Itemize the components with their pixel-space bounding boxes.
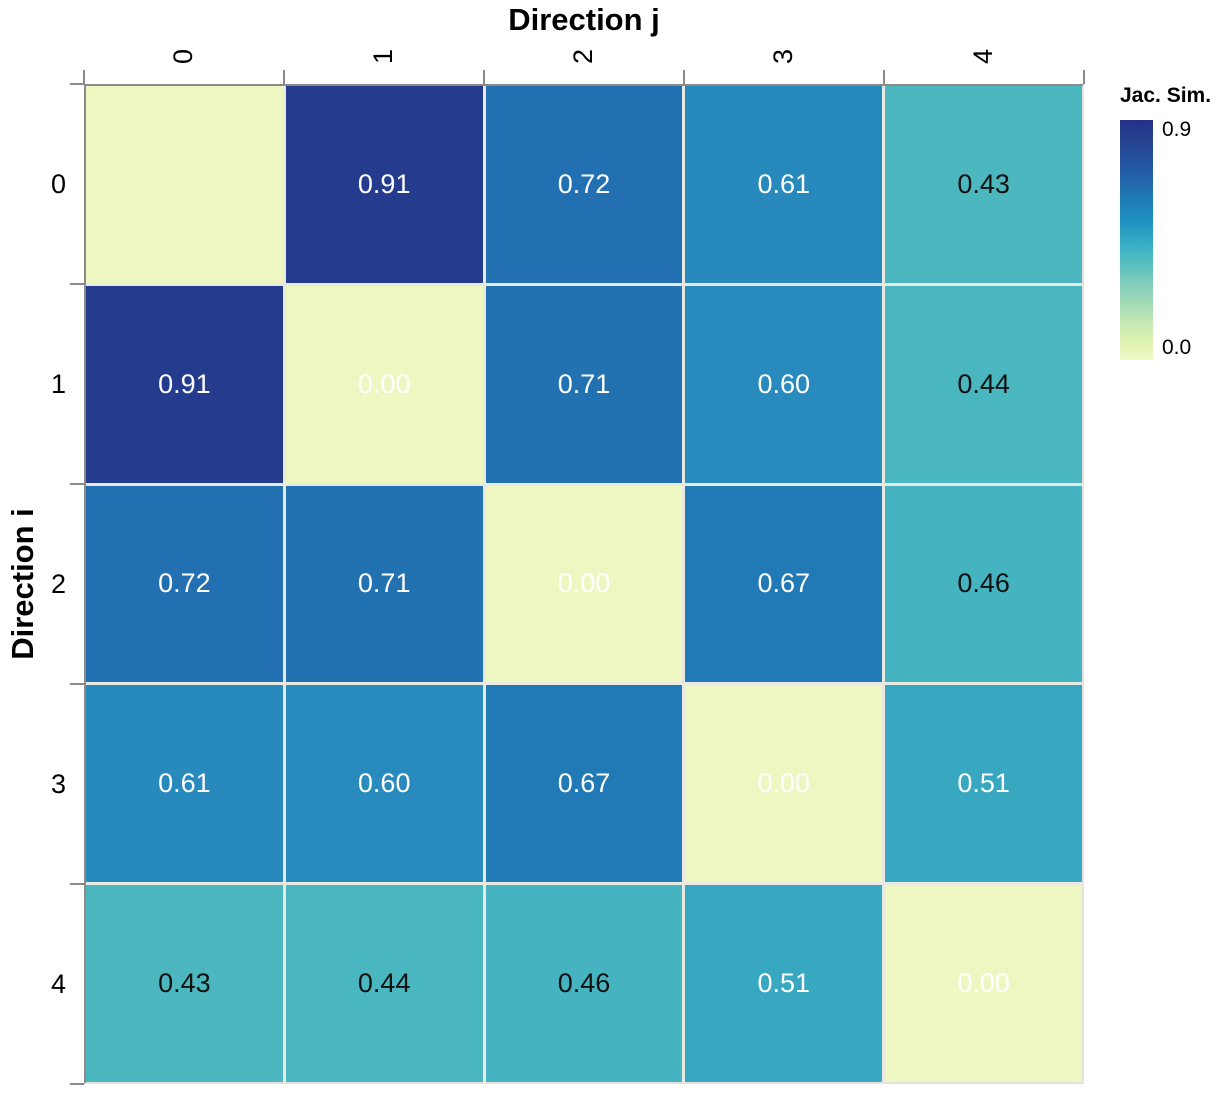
cell-value: 0.91 [158,368,211,399]
cell-value: 0.43 [158,968,211,999]
y-tick-label-3: 3 [50,768,66,799]
y-tick-label-0: 0 [50,168,66,199]
heatmap-cell-r2c2: 0.00 [485,485,683,683]
cell-value: 0.00 [557,568,611,599]
heatmap-cell-r4c4: 0.00 [885,885,1082,1082]
x-tick-label-3: 3 [684,36,884,76]
cell-value: 0.00 [357,368,411,399]
x-axis-title: Direction j [508,2,660,37]
x-tick-label-4: 4 [884,36,1084,76]
heatmap-cell-r1c3: 0.60 [685,285,883,483]
heatmap-cell-r0c4: 0.43 [885,86,1082,283]
cell-value: 0.44 [357,968,411,999]
x-tick-label-2: 2 [484,36,684,76]
x-tick-label-text: 4 [968,48,999,64]
cell-value: 0.72 [158,568,211,599]
cell-value: 0.91 [357,168,411,199]
top-tick-mark [883,70,885,84]
x-tick-label-text: 0 [168,48,199,64]
colorbar-title: Jac. Sim. [1120,84,1212,107]
left-tick-mark [70,1083,84,1085]
heatmap-cell-r1c4: 0.44 [885,285,1082,483]
cell-value: 0.72 [557,168,611,199]
cell-value: 0.43 [957,168,1010,199]
cell-value: 0.67 [557,768,611,799]
left-tick-mark [70,683,84,685]
heatmap-cell-r4c3: 0.51 [685,885,883,1082]
cell-value: 0.51 [957,768,1010,799]
top-tick-mark [1083,70,1085,84]
top-tick-mark [83,70,85,84]
cell-value: 0.61 [158,768,211,799]
x-tick-label-text: 3 [768,48,799,64]
heatmap-cell-r0c1: 0.91 [285,86,483,283]
heatmap-cell-r3c1: 0.60 [285,685,483,883]
y-tick-label-1: 1 [50,368,66,399]
heatmap-cell-r2c1: 0.71 [285,485,483,683]
heatmap-cell-r0c2: 0.72 [485,86,683,283]
colorbar-legend: Jac. Sim. 0.9 0.0 [1120,84,1228,360]
top-tick-mark [283,70,285,84]
heatmap-cell-r4c1: 0.44 [285,885,483,1082]
cell-value: 0.60 [357,768,411,799]
colorbar-min-label: 0.0 [1162,336,1192,359]
cell-value: 0.67 [757,568,811,599]
heatmap-cell-r2c4: 0.46 [885,485,1082,683]
heatmap-cell-r2c3: 0.67 [685,485,883,683]
cell-value: 0.51 [757,968,811,999]
y-tick-label-4: 4 [50,968,66,999]
top-tick-mark [483,70,485,84]
heatmap-cell-r1c2: 0.71 [485,285,683,483]
heatmap-cell-r2c0: 0.72 [86,485,283,683]
heatmap-cell-r3c3: 0.00 [685,685,883,883]
x-tick-label-1: 1 [284,36,484,76]
colorbar-gradient [1120,120,1153,360]
heatmap-matrix: 0.91 0.72 0.61 0.43 0.91 0.00 0.71 0.60 0.44 0.72… [84,84,1084,1084]
left-tick-mark [70,483,84,485]
left-tick-mark [70,283,84,285]
left-tick-mark [70,83,84,85]
cell-value: 0.44 [957,368,1010,399]
cell-value: 0.00 [757,768,811,799]
cell-value: 0.71 [357,568,411,599]
cell-value: 0.46 [557,968,611,999]
heatmap-cell-r3c0: 0.61 [86,685,283,883]
x-tick-label-text: 1 [368,48,399,64]
heatmap-cell-r4c0: 0.43 [86,885,283,1082]
heatmap-cell-r3c2: 0.67 [485,685,683,883]
left-tick-mark [70,883,84,885]
cell-value: 0.46 [957,568,1010,599]
cell-value: 0.00 [957,968,1010,999]
top-tick-mark [683,70,685,84]
heatmap-cell-r1c0: 0.91 [86,285,283,483]
colorbar-max-label: 0.9 [1162,118,1192,141]
heatmap-cell-r4c2: 0.46 [485,885,683,1082]
heatmap-cell-r0c3: 0.61 [685,86,883,283]
y-tick-label-2: 2 [50,568,66,599]
heatmap-cell-r1c1: 0.00 [285,285,483,483]
heatmap-cell-r3c4: 0.51 [885,685,1082,883]
cell-value: 0.71 [557,368,611,399]
x-tick-label-text: 2 [568,48,599,64]
x-tick-label-0: 0 [84,36,284,76]
heatmap-cell-r0c0 [86,86,283,283]
cell-value: 0.60 [757,368,811,399]
cell-value: 0.61 [757,168,811,199]
